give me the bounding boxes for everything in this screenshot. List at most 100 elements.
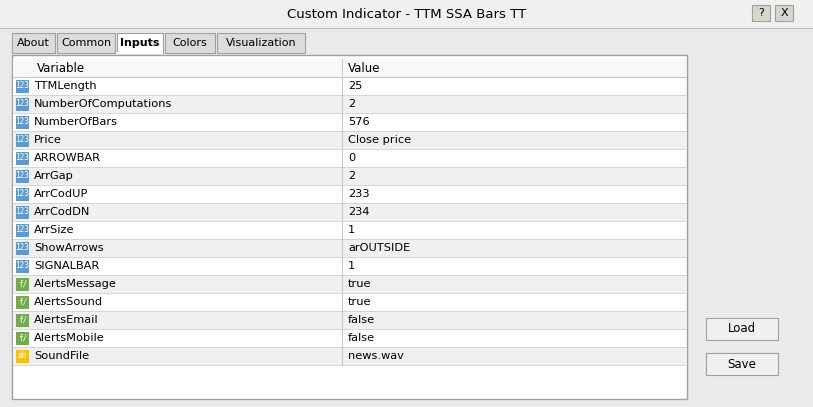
Text: Custom Indicator - TTM SSA Bars TT: Custom Indicator - TTM SSA Bars TT	[287, 7, 526, 20]
Bar	[12, 55, 687, 399]
Bar	[217, 33, 305, 53]
Text: Close price: Close price	[348, 135, 411, 145]
Bar	[775, 5, 793, 21]
Text: 123: 123	[15, 136, 29, 144]
Text: news.wav: news.wav	[348, 351, 404, 361]
Text: AlertsMobile: AlertsMobile	[34, 333, 105, 343]
Bar	[16, 260, 29, 273]
Text: ab: ab	[18, 352, 27, 361]
Bar	[13, 311, 686, 329]
Bar	[13, 167, 686, 185]
Text: NumberOfComputations: NumberOfComputations	[34, 99, 172, 109]
Text: Variable: Variable	[37, 61, 85, 74]
Text: 123: 123	[15, 262, 29, 271]
Text: ArrCodDN: ArrCodDN	[34, 207, 90, 217]
Bar	[117, 33, 163, 53]
Bar	[16, 350, 29, 363]
Bar	[16, 241, 29, 254]
Bar	[13, 293, 686, 311]
Bar	[13, 77, 686, 95]
Bar	[13, 59, 686, 77]
Bar	[16, 313, 29, 326]
Text: f/: f/	[18, 333, 27, 343]
Bar	[16, 223, 29, 236]
Bar	[16, 169, 29, 182]
Text: 25: 25	[348, 81, 363, 91]
Text: 123: 123	[15, 153, 29, 162]
Text: NumberOfBars: NumberOfBars	[34, 117, 118, 127]
Text: 234: 234	[348, 207, 369, 217]
Bar	[0, 0, 813, 28]
Bar	[13, 329, 686, 347]
Text: true: true	[348, 297, 372, 307]
Text: 576: 576	[348, 117, 370, 127]
Text: f/: f/	[18, 315, 27, 324]
Text: 233: 233	[348, 189, 370, 199]
Text: 1: 1	[348, 225, 355, 235]
Text: false: false	[348, 315, 375, 325]
Text: Visualization: Visualization	[226, 38, 296, 48]
Text: Inputs: Inputs	[120, 38, 159, 48]
Text: Price: Price	[34, 135, 62, 145]
Bar	[16, 79, 29, 92]
Bar	[16, 151, 29, 164]
Bar	[57, 33, 115, 53]
Bar	[12, 33, 55, 53]
Bar	[13, 221, 686, 239]
Text: ArrSize: ArrSize	[34, 225, 75, 235]
Text: Common: Common	[61, 38, 111, 48]
Bar	[16, 206, 29, 219]
Text: ?: ?	[758, 8, 764, 18]
Text: ArrCodUP: ArrCodUP	[34, 189, 89, 199]
Bar	[13, 149, 686, 167]
Text: AlertsMessage: AlertsMessage	[34, 279, 117, 289]
Text: f/: f/	[18, 298, 27, 306]
Text: Load: Load	[728, 322, 756, 335]
Text: 2: 2	[348, 171, 355, 181]
Text: 123: 123	[15, 99, 29, 109]
Text: TTMLength: TTMLength	[34, 81, 97, 91]
Bar	[13, 95, 686, 113]
Bar	[16, 188, 29, 201]
Text: X: X	[780, 8, 788, 18]
Text: true: true	[348, 279, 372, 289]
Text: 123: 123	[15, 81, 29, 90]
Bar	[752, 5, 770, 21]
Text: f/: f/	[18, 280, 27, 289]
Bar	[13, 203, 686, 221]
Bar	[16, 116, 29, 129]
Text: Colors: Colors	[172, 38, 207, 48]
Text: 123: 123	[15, 190, 29, 199]
Text: 2: 2	[348, 99, 355, 109]
Bar	[16, 331, 29, 344]
Bar	[16, 278, 29, 291]
Bar	[165, 33, 215, 53]
Text: ARROWBAR: ARROWBAR	[34, 153, 101, 163]
Bar	[13, 275, 686, 293]
Text: arOUTSIDE: arOUTSIDE	[348, 243, 411, 253]
Bar	[16, 133, 29, 147]
Bar	[13, 239, 686, 257]
Bar	[706, 353, 778, 375]
Text: 123: 123	[15, 243, 29, 252]
Text: ArrGap: ArrGap	[34, 171, 74, 181]
Bar	[13, 113, 686, 131]
Text: 1: 1	[348, 261, 355, 271]
Text: Save: Save	[728, 357, 756, 370]
Bar	[13, 257, 686, 275]
Text: 123: 123	[15, 225, 29, 234]
Text: About: About	[17, 38, 50, 48]
Text: false: false	[348, 333, 375, 343]
Bar	[16, 295, 29, 309]
Bar	[13, 131, 686, 149]
Bar	[13, 347, 686, 365]
Text: ShowArrows: ShowArrows	[34, 243, 103, 253]
Bar	[16, 98, 29, 110]
Text: 123: 123	[15, 208, 29, 217]
Bar	[706, 318, 778, 340]
Text: Value: Value	[348, 61, 380, 74]
Text: 123: 123	[15, 171, 29, 180]
Text: 123: 123	[15, 118, 29, 127]
Text: AlertsEmail: AlertsEmail	[34, 315, 98, 325]
Text: SoundFile: SoundFile	[34, 351, 89, 361]
